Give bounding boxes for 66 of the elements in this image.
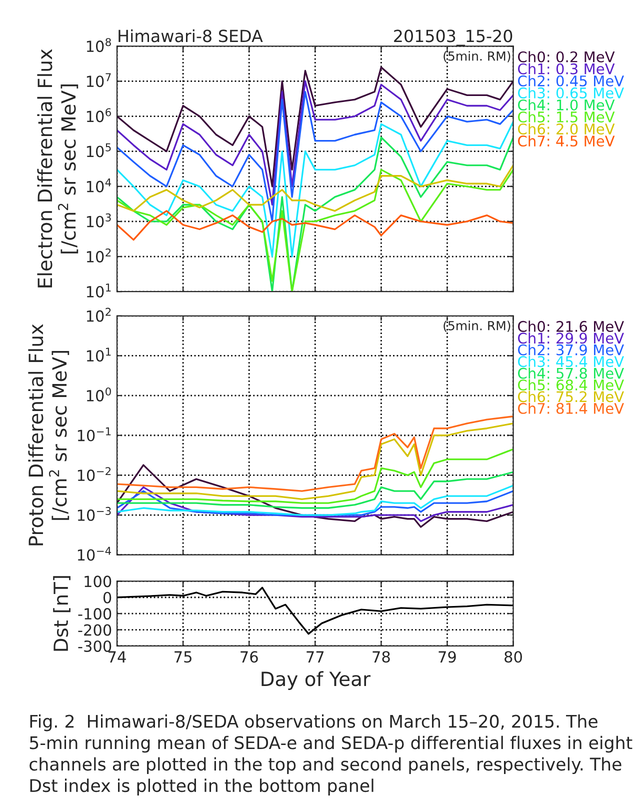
y-tick-label: -200 — [78, 624, 112, 636]
y-tick-label: -100 — [78, 608, 112, 620]
line-series — [117, 80, 514, 206]
line-series — [117, 490, 514, 516]
y-tick-label: 10$^{0}$ — [86, 387, 111, 402]
series-label: Ch1: 0.3 MeV — [518, 63, 615, 74]
y-tick-label: 10$^{−2}$ — [78, 467, 111, 482]
caption: Fig. 2 Himawari-8/SEDA observations on March 15–20, 2015. The 5-min running mean of SEDA-e and SEDA-p differential fluxes in eight channels are plotted in the top and second panels, respectively. The Dst index is plotted in the bottom panel — [30, 714, 632, 796]
line-series — [117, 484, 514, 516]
line-series — [117, 422, 514, 500]
x-tick-label: 75 — [174, 651, 192, 663]
text: Ch6: 2.0 MeV — [518, 123, 615, 135]
line-series — [117, 464, 514, 528]
y-tick-label: 10$^{3}$ — [86, 213, 111, 228]
text: Ch7: 4.5 MeV — [518, 135, 615, 147]
annotation: (5min. RM) — [444, 51, 510, 62]
y-tick-label: 100 — [84, 576, 112, 588]
text: Ch3: 45.4 MeV — [518, 356, 624, 368]
line-series — [117, 416, 514, 492]
y-axis-title: Electron Differential Flux [/cm$^{2}$ sr sec MeV] — [37, 49, 78, 288]
annotation: (5min. RM) — [444, 320, 510, 332]
text: Ch0: 21.6 MeV — [518, 320, 624, 332]
line-series — [117, 448, 514, 504]
chart-title: Himawari-8 SEDA — [118, 29, 263, 42]
y-tick-label: -300 — [78, 640, 112, 652]
x-tick-label: 77 — [306, 651, 324, 662]
line-series — [117, 164, 514, 212]
x-axis-title: Day of Year — [262, 671, 370, 690]
series-label: Ch6: 75.2 MeV — [518, 390, 624, 402]
y-tick-label: 10$^{4}$ — [86, 178, 112, 192]
y-tick-label: 10$^{−1}$ — [78, 427, 111, 442]
text: Ch1: 29.9 MeV — [518, 332, 624, 344]
y-tick-label: 10$^{6}$ — [86, 108, 111, 122]
series-label: Ch3: 0.65 MeV — [518, 87, 624, 98]
text: Ch4: 57.8 MeV — [518, 368, 624, 379]
y-tick-label: 10$^{−4}$ — [78, 546, 112, 561]
y-tick-label: 10$^{2}$ — [86, 248, 111, 262]
line-series — [117, 210, 514, 241]
x-tick-label: 76 — [240, 651, 258, 663]
y-tick-label: 10$^{2}$ — [86, 308, 111, 322]
series-label: Ch7: 81.4 MeV — [518, 402, 624, 414]
series-label: Ch4: 1.0 MeV — [518, 99, 615, 110]
chart-subtitle: 201503_15-20 — [394, 30, 512, 46]
x-tick-label: 79 — [438, 651, 456, 663]
y-tick-label: 0 — [103, 592, 112, 604]
y-tick-label: 10$^{8}$ — [86, 38, 111, 52]
y-tick-label: 10$^{5}$ — [86, 143, 111, 158]
y-tick-label: 10$^{−3}$ — [78, 506, 111, 521]
y-tick-label: 10$^{1}$ — [86, 348, 111, 362]
line-series — [117, 90, 514, 222]
x-tick-label: 80 — [504, 651, 522, 663]
line-series — [117, 486, 514, 522]
x-tick-label: 78 — [372, 651, 390, 663]
y-tick-label: 10$^{1}$ — [86, 284, 111, 298]
x-tick-label: 74 — [108, 651, 126, 662]
line-series — [117, 471, 514, 509]
y-tick-label: 10$^{7}$ — [86, 73, 111, 88]
series-label: Ch0: 0.2 MeV — [518, 51, 615, 62]
y-axis-title: Dst [nT] — [53, 576, 70, 651]
series-label: Ch2: 0.45 MeV — [518, 75, 624, 86]
text: Ch5: 1.5 MeV — [518, 111, 615, 122]
y-axis-title: Proton Differential Flux [/cm$^{2}$ sr sec MeV] — [28, 324, 70, 546]
line-series — [117, 66, 514, 188]
text: Ch2: 37.9 MeV — [518, 344, 624, 356]
line-series — [117, 120, 514, 258]
text: Ch5: 68.4 MeV — [518, 379, 624, 391]
